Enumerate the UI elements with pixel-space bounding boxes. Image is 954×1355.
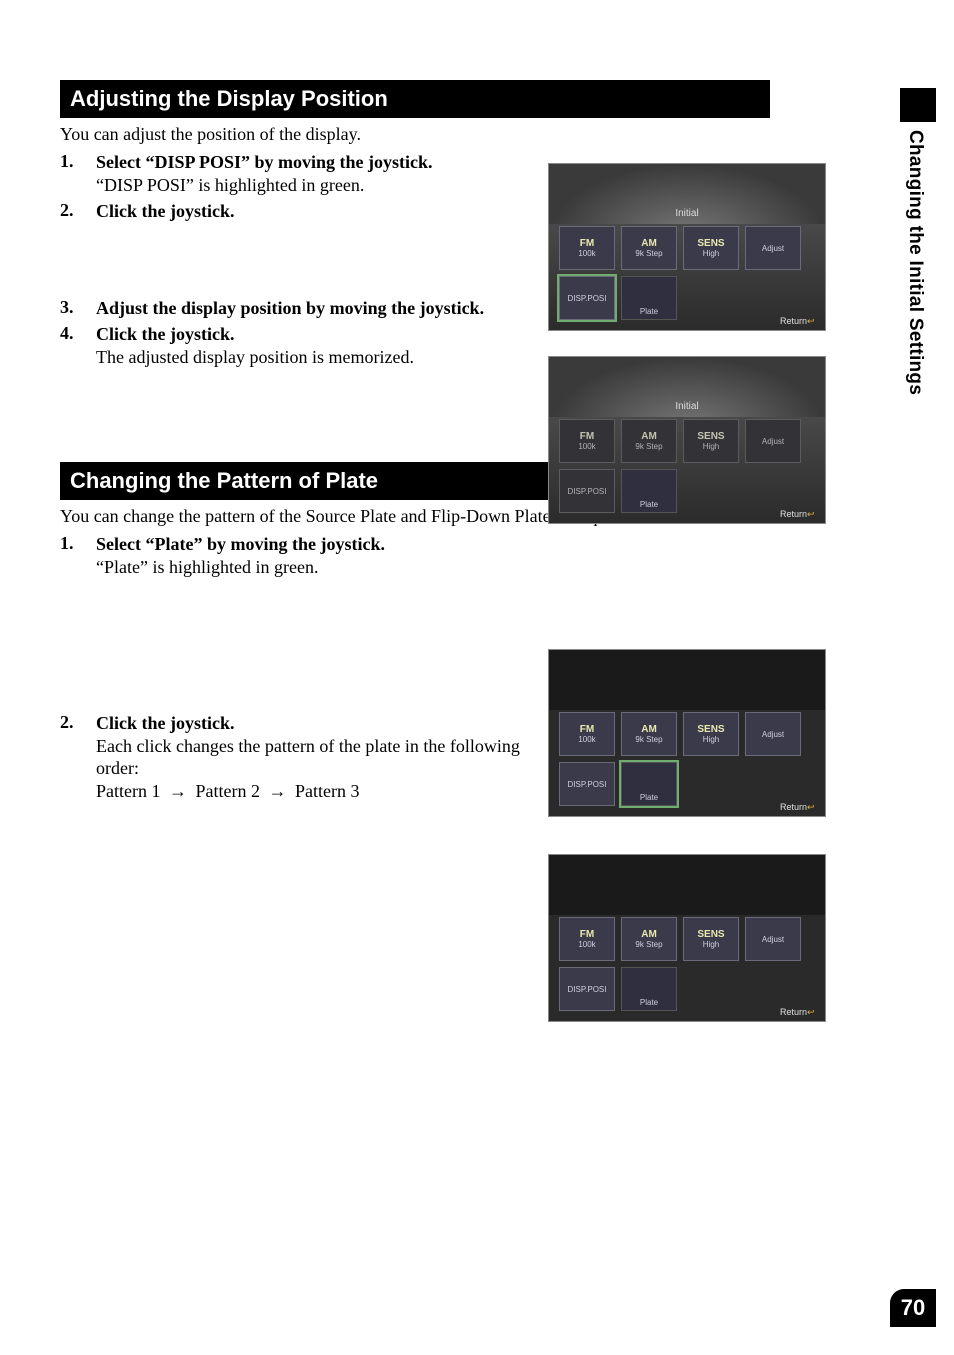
step-row: 2. Click the joystick. Each click change…: [60, 712, 550, 802]
arrow-icon: →: [165, 780, 191, 803]
figure-initial-menu-plate-selected: FM100k AM9k Step SENSHigh Adjust DISP.PO…: [548, 649, 826, 817]
fig-icon-am: AM9k Step: [621, 419, 677, 463]
fig-icon-am: AM9k Step: [621, 226, 677, 270]
step-desc: “DISP POSI” is highlighted in green.: [96, 174, 550, 197]
step-number: 1.: [60, 151, 82, 172]
pattern-sequence: Pattern 1 → Pattern 2 → Pattern 3: [96, 780, 550, 803]
fig-icon-disp-posi: DISP.POSI: [559, 967, 615, 1011]
fig-icon-disp-posi: DISP.POSI: [559, 276, 615, 320]
fig-icon-sens: SENSHigh: [683, 419, 739, 463]
fig-icon-am: AM9k Step: [621, 712, 677, 756]
figure-initial-menu-dimmed: Initial FM100k AM9k Step SENSHigh Adjust…: [548, 356, 826, 524]
step-desc: Each click changes the pattern of the pl…: [96, 735, 550, 780]
fig-icon-adjust: Adjust: [745, 419, 801, 463]
arrow-icon: →: [265, 780, 291, 803]
fig-icon-fm: FM100k: [559, 917, 615, 961]
fig-icon-disp-posi: DISP.POSI: [559, 469, 615, 513]
step-number: 2.: [60, 712, 82, 733]
section1-intro: You can adjust the position of the displ…: [60, 124, 770, 145]
step-number: 3.: [60, 297, 82, 318]
step-number: 4.: [60, 323, 82, 344]
pattern-item: Pattern 1: [96, 781, 161, 801]
step-title: Click the joystick.: [96, 200, 550, 223]
side-tab-label: Changing the Initial Settings: [904, 130, 926, 395]
fig-icon-fm: FM100k: [559, 712, 615, 756]
pattern-item: Pattern 2: [196, 781, 261, 801]
step-title: Click the joystick.: [96, 712, 550, 735]
step-number: 1.: [60, 533, 82, 554]
fig-icon-plate: Plate: [621, 967, 677, 1011]
figure-initial-menu-disp-posi: Initial FM100k AM9k Step SENSHigh Adjust…: [548, 163, 826, 331]
step-row: 2. Click the joystick.: [60, 200, 550, 223]
fig-label-initial: Initial: [675, 208, 698, 219]
step-title: Select “Plate” by moving the joystick.: [96, 533, 550, 556]
fig-icon-sens: SENSHigh: [683, 226, 739, 270]
fig-return-label: Return↩: [780, 316, 817, 326]
pattern-item: Pattern 3: [295, 781, 360, 801]
step-row: 1. Select “DISP POSI” by moving the joys…: [60, 151, 550, 196]
step-row: 3. Adjust the display position by moving…: [60, 297, 550, 320]
fig-icon-disp-posi: DISP.POSI: [559, 762, 615, 806]
fig-icon-plate: Plate: [621, 469, 677, 513]
step-desc: The adjusted display position is memoriz…: [96, 346, 550, 369]
fig-return-label: Return↩: [780, 509, 817, 519]
fig-icon-adjust: Adjust: [745, 917, 801, 961]
step-title: Select “DISP POSI” by moving the joystic…: [96, 151, 550, 174]
fig-icon-plate: Plate: [621, 276, 677, 320]
page-number-badge: 70: [890, 1289, 936, 1327]
step-row: 4. Click the joystick. The adjusted disp…: [60, 323, 550, 368]
fig-return-label: Return↩: [780, 1007, 817, 1017]
section-heading-display-position: Adjusting the Display Position: [60, 80, 770, 118]
figure-initial-menu-plate-pattern: FM100k AM9k Step SENSHigh Adjust DISP.PO…: [548, 854, 826, 1022]
fig-label-initial: Initial: [675, 401, 698, 412]
fig-icon-sens: SENSHigh: [683, 712, 739, 756]
step-row: 1. Select “Plate” by moving the joystick…: [60, 533, 550, 578]
step-number: 2.: [60, 200, 82, 221]
step-title: Click the joystick.: [96, 323, 550, 346]
fig-icon-plate: Plate: [621, 762, 677, 806]
fig-icon-fm: FM100k: [559, 419, 615, 463]
step-desc: “Plate” is highlighted in green.: [96, 556, 550, 579]
step-title: Adjust the display position by moving th…: [96, 297, 550, 320]
fig-icon-sens: SENSHigh: [683, 917, 739, 961]
side-black-marker: [900, 88, 936, 122]
fig-icon-adjust: Adjust: [745, 226, 801, 270]
fig-icon-fm: FM100k: [559, 226, 615, 270]
fig-icon-adjust: Adjust: [745, 712, 801, 756]
fig-return-label: Return↩: [780, 802, 817, 812]
fig-icon-am: AM9k Step: [621, 917, 677, 961]
